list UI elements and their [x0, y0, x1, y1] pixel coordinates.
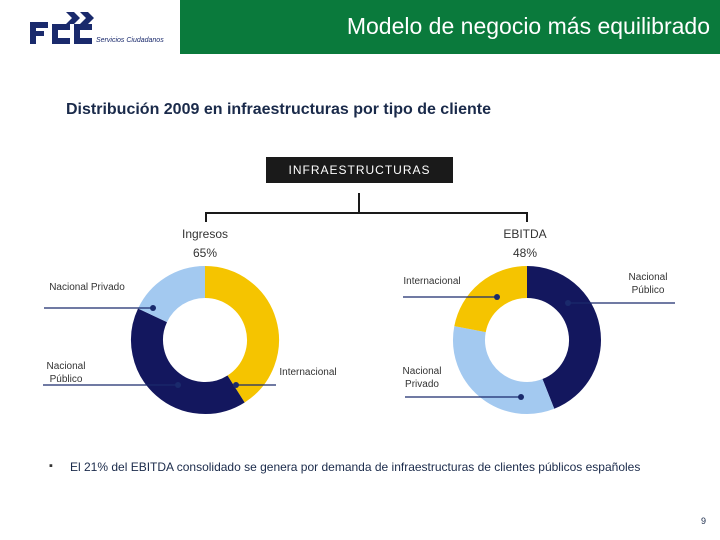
fcc-logo-icon: [30, 12, 94, 44]
ingresos-value: 65%: [192, 246, 218, 260]
ebitda-value: 48%: [512, 246, 538, 260]
ebitda-slice-nacional-p-blico: [526, 266, 601, 409]
ingresos-label-nacional-privado: Nacional Privado: [49, 282, 125, 293]
page-title: Modelo de negocio más equilibrado: [346, 13, 710, 39]
page-number: 9: [700, 516, 706, 526]
ebitda-label-internacional: Internacional: [403, 276, 461, 287]
ingresos-label-internacional: Internacional: [279, 367, 337, 378]
ebitda-leader-nacional-privado-dot: [518, 394, 524, 400]
ebitda-title: EBITDA: [503, 227, 547, 241]
ebitda-slice-nacional-privado: [453, 326, 555, 414]
ingresos-leader-internacional-dot: [233, 382, 239, 388]
tree-connector-horizontal: [205, 212, 527, 214]
ingresos-slice-nacional-privado: [138, 266, 206, 323]
ingresos-slice-nacional-p-blico: [131, 308, 245, 414]
logo: Servicios Ciudadanos: [0, 0, 180, 54]
ebitda-leader-nacional-p-blico-dot: [565, 300, 571, 306]
ebitda-leader-internacional-dot: [494, 294, 500, 300]
ingresos-title: Ingresos: [181, 227, 229, 241]
bullet-marker: ▪: [49, 460, 53, 472]
tree-connector-right: [526, 212, 528, 222]
ebitda-label-nacional-publico: Nacional Público: [628, 272, 668, 296]
logo-subtitle: Servicios Ciudadanos: [96, 37, 164, 44]
ebitda-slice-internacional: [454, 266, 528, 333]
bullet-text: El 21% del EBITDA consolidado se genera …: [70, 460, 641, 474]
slide-subtitle: Distribución 2009 en infraestructuras po…: [66, 101, 491, 118]
ingresos-slice-internacional: [204, 266, 279, 403]
ingresos-leader-nacional-privado-dot: [150, 305, 156, 311]
ingresos-leader-nacional-p-blico-dot: [175, 382, 181, 388]
tree-connector-vertical: [358, 193, 360, 213]
tree-connector-left: [205, 212, 207, 222]
ingresos-label-nacional-publico: Nacional Público: [46, 361, 86, 385]
infraestructuras-box: INFRAESTRUCTURAS: [266, 157, 453, 183]
ebitda-label-nacional-privado: Nacional Privado: [402, 366, 442, 390]
